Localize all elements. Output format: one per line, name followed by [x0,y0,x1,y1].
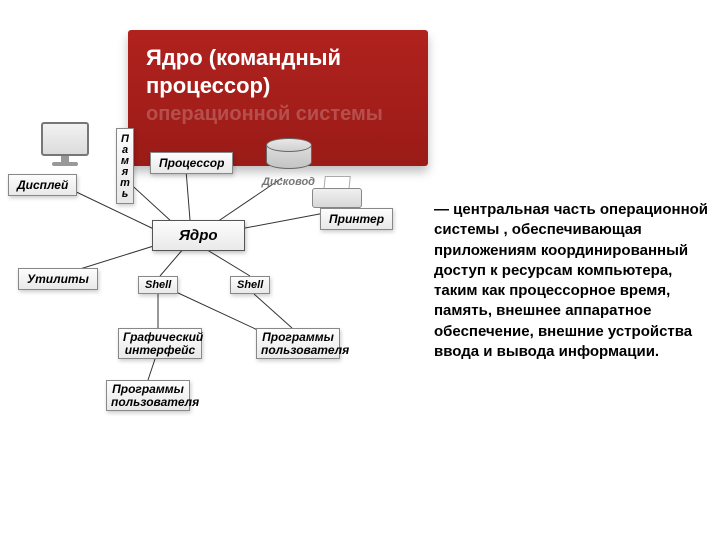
node-cpu: Процессор [150,152,233,174]
header-title: Ядро (командный процессор) [146,44,410,99]
node-display-label: Дисплей [17,178,68,192]
edge-shell1-prog1 [176,292,262,332]
node-printer-label: Принтер [329,212,384,226]
edge-kernel-display [68,188,160,232]
node-cpu-label: Процессор [159,156,224,170]
node-prog1-label: Программы пользователя [261,330,349,357]
node-gui-label: Графический интерфейс [123,330,203,357]
node-gui: Графический интерфейс [118,328,202,359]
edge-gui-prog2 [148,356,156,380]
node-prog1: Программы пользователя [256,328,340,359]
node-kernel: Ядро [152,220,245,251]
node-kernel-label: Ядро [179,227,218,244]
node-disk-label: Дисковод [262,176,315,188]
node-memory-label: Память [119,133,131,199]
monitor-icon [36,122,94,172]
node-prog2-label: Программы пользователя [111,382,199,409]
printer-icon [312,178,362,208]
body-paragraph: — центральная часть операционной системы… [420,200,710,362]
node-utils-label: Утилиты [27,272,89,286]
node-printer: Принтер [320,208,393,230]
kernel-diagram: Ядро Дисплей Память Процессор Дисковод П… [0,120,420,540]
edge-shell2-prog1 [254,294,292,328]
node-display: Дисплей [8,174,77,196]
edge-kernel-cpu [186,170,190,220]
node-shell1-label: Shell [145,279,171,291]
node-memory: Память [116,128,134,204]
node-shell2-label: Shell [237,279,263,291]
edge-kernel-shell2 [204,248,250,276]
node-shell2: Shell [230,276,270,294]
node-utils: Утилиты [18,268,98,290]
body-text: — центральная часть операционной системы… [420,200,710,362]
edge-kernel-shell1 [160,248,184,276]
node-prog2: Программы пользователя [106,380,190,411]
node-shell1: Shell [138,276,178,294]
disk-icon [266,138,312,172]
